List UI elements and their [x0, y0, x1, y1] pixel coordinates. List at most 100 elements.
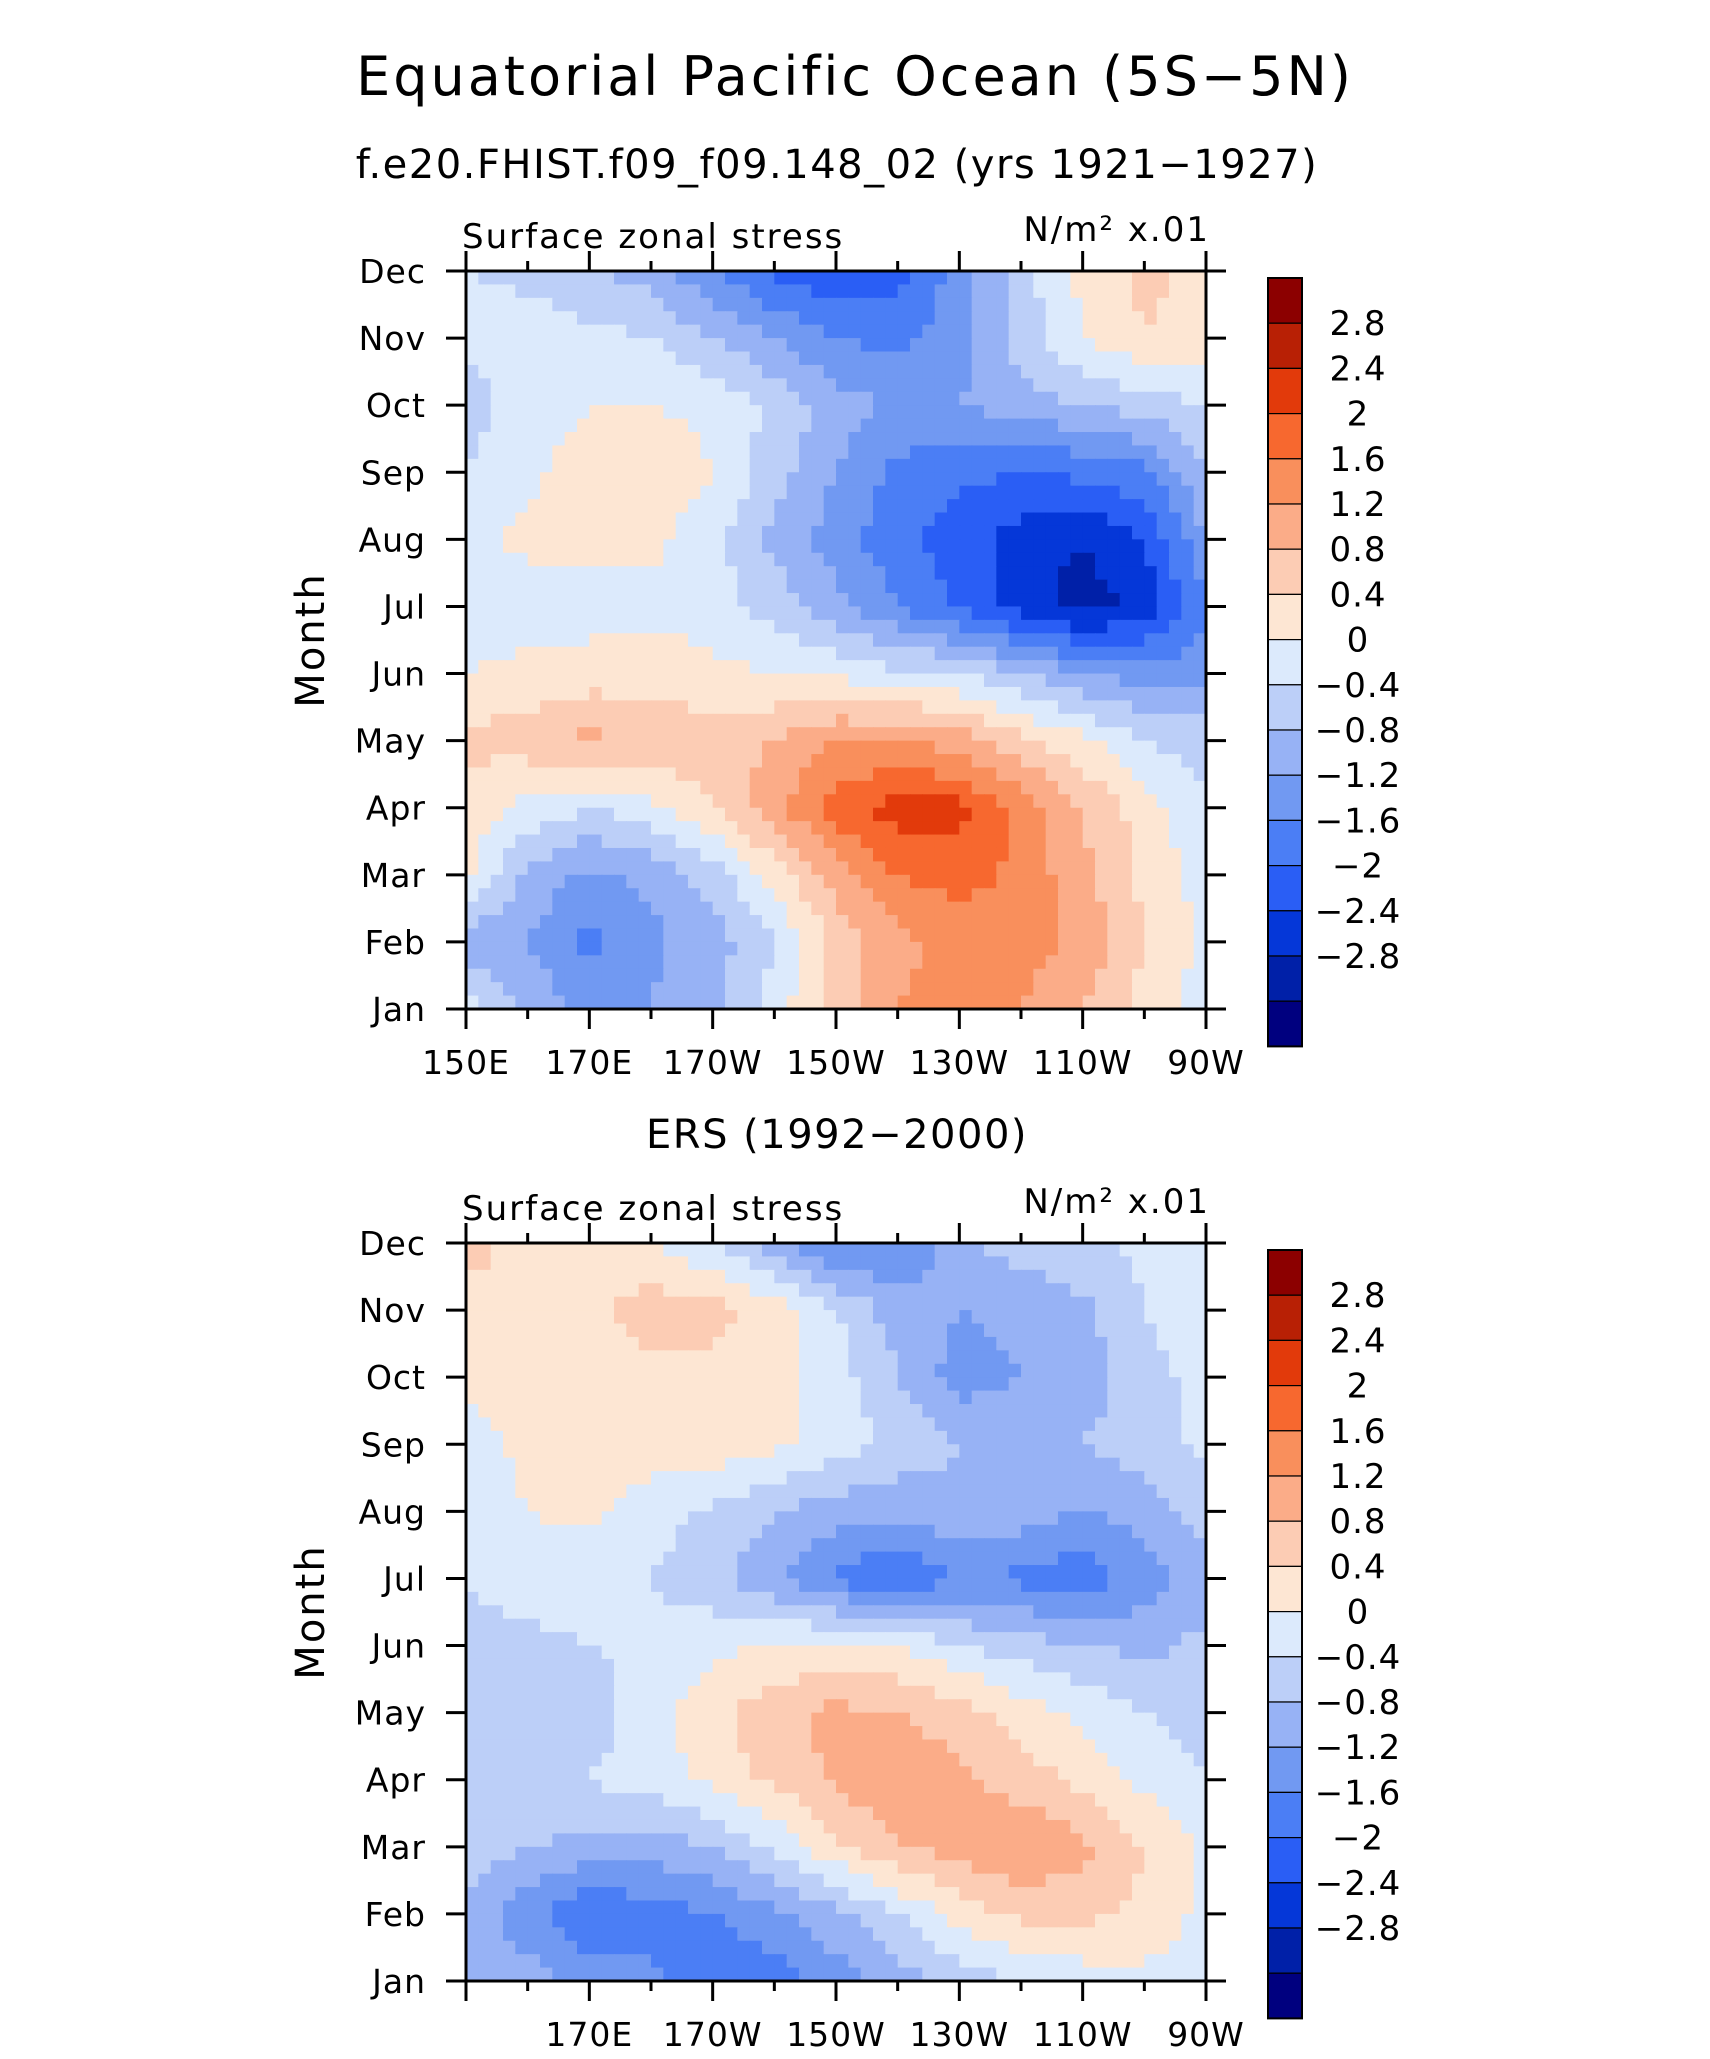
contour-cell [515, 1551, 529, 1566]
contour-cell [478, 995, 492, 1010]
contour-cell [1144, 1497, 1158, 1513]
contour-cell [688, 1538, 702, 1553]
contour-cell [1119, 660, 1133, 675]
contour-cell [1033, 928, 1047, 943]
contour-cell [762, 982, 776, 997]
contour-cell [552, 1323, 566, 1338]
contour-cell [725, 686, 739, 702]
contour-cell [1058, 472, 1072, 487]
contour-cell [490, 807, 504, 822]
contour-cell [947, 525, 961, 541]
contour-cell [1070, 391, 1084, 406]
contour-cell [540, 807, 554, 822]
contour-cell [910, 915, 924, 930]
contour-cell [1144, 941, 1158, 957]
contour-cell [564, 418, 578, 433]
contour-cell [675, 754, 689, 769]
contour-cell [1033, 633, 1047, 648]
contour-cell [749, 740, 763, 755]
contour-cell [527, 405, 541, 420]
contour-cell [897, 727, 911, 742]
contour-cell [478, 1578, 492, 1593]
contour-cell [836, 713, 850, 728]
contour-cell [527, 324, 541, 339]
contour-cell [466, 700, 480, 715]
contour-cell [823, 351, 837, 366]
contour-cell [762, 1497, 776, 1513]
contour-cell [996, 445, 1010, 460]
contour-cell [478, 660, 492, 675]
contour-cell [552, 525, 566, 541]
contour-cell [589, 660, 603, 675]
contour-cell [1144, 1471, 1158, 1486]
contour-cell [478, 539, 492, 554]
contour-cell [959, 512, 973, 527]
contour-cell [984, 458, 998, 473]
contour-cell [1107, 525, 1121, 541]
contour-cell [910, 271, 924, 286]
contour-cell [848, 1511, 862, 1526]
contour-cell [984, 1269, 998, 1284]
contour-cell [552, 1269, 566, 1284]
contour-cell [712, 888, 726, 903]
contour-cell [774, 351, 788, 366]
contour-cell [984, 284, 998, 299]
contour-cell [996, 566, 1010, 581]
contour-cell [478, 458, 492, 473]
contour-cell [1156, 794, 1170, 809]
contour-cell [1181, 888, 1195, 903]
contour-cell [873, 1484, 887, 1499]
contour-cell [577, 485, 591, 500]
contour-cell [1107, 271, 1121, 286]
contour-cell [1008, 1524, 1022, 1539]
contour-cell [971, 915, 985, 930]
contour-cell [1033, 1565, 1047, 1580]
contour-cell [910, 740, 924, 755]
contour-cell [762, 552, 776, 567]
contour-cell [885, 324, 899, 339]
contour-cell [577, 1497, 591, 1513]
contour-cell [1008, 1497, 1022, 1513]
contour-cell [688, 311, 702, 326]
contour-cell [552, 1511, 566, 1526]
contour-cell [860, 619, 874, 634]
contour-cell [725, 418, 739, 433]
contour-cell [663, 874, 677, 889]
contour-cell [577, 633, 591, 648]
contour-cell [897, 271, 911, 286]
contour-cell [552, 472, 566, 487]
contour-cell [1144, 566, 1158, 581]
contour-cell [885, 1524, 899, 1539]
contour-cell [688, 861, 702, 876]
contour-cell [922, 1471, 936, 1486]
contour-cell [737, 485, 751, 500]
contour-cell [885, 458, 899, 473]
contour-cell [712, 1269, 726, 1284]
x-tick-label: 110W [1033, 1043, 1133, 1082]
contour-cell [1181, 968, 1195, 983]
contour-cell [873, 1350, 887, 1365]
contour-cell [478, 284, 492, 299]
contour-cell [774, 311, 788, 326]
contour-cell [823, 311, 837, 326]
contour-cell [860, 1404, 874, 1419]
contour-cell [564, 472, 578, 487]
contour-cell [934, 821, 948, 836]
contour-cell [1033, 512, 1047, 527]
contour-cell [971, 1377, 985, 1392]
contour-cell [490, 458, 504, 473]
contour-cell [1132, 1243, 1146, 1258]
contour-cell [1169, 271, 1183, 286]
contour-cell [910, 311, 924, 326]
contour-cell [762, 1404, 776, 1419]
contour-cell [540, 982, 554, 997]
contour-cell [626, 888, 640, 903]
y-tick-label: May [355, 722, 426, 761]
contour-cell [490, 1551, 504, 1566]
contour-cell [552, 405, 566, 420]
contour-cell [490, 1430, 504, 1445]
contour-cell [675, 391, 689, 406]
contour-cell [725, 525, 739, 541]
contour-cell [675, 995, 689, 1010]
contour-cell [1021, 405, 1035, 420]
